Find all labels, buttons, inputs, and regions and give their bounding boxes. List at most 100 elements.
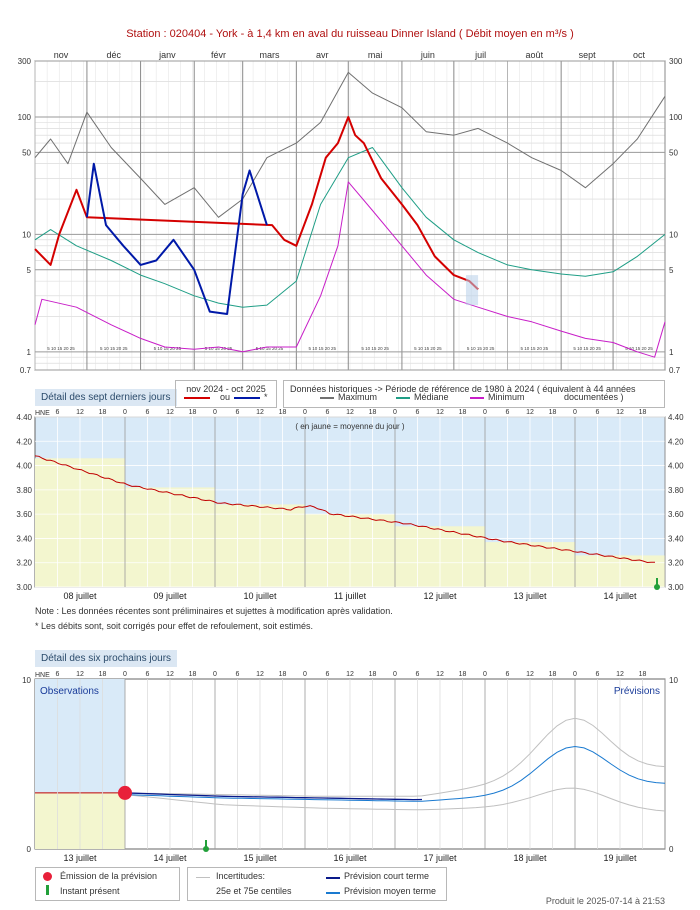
mid-y-tick-label-left: 3.40: [16, 534, 32, 543]
bot-upper-centile-line: [124, 717, 666, 797]
top-month-label: janv: [158, 50, 176, 60]
top-last-week-highlight: [465, 275, 479, 306]
bot-hour-label: 18: [369, 671, 377, 678]
bot-day-label: 13 juillet: [63, 853, 97, 863]
legend-min-label: Minimum: [488, 392, 525, 402]
mid-hne-label: HNE: [35, 410, 50, 417]
moyen-line: [326, 892, 340, 894]
mid-hour-label: 12: [256, 409, 264, 416]
legend-centiles-label: 25e et 75e centiles: [216, 886, 292, 896]
bot-hour-label: 12: [526, 671, 534, 678]
bot-court-terme-line: [124, 792, 423, 801]
legend-period-label: nov 2024 - oct 2025: [186, 384, 266, 394]
mid-hour-label: 6: [506, 409, 510, 416]
bot-y-top-right: 10: [669, 676, 678, 685]
top-y-tick-label-left: 5: [27, 266, 32, 275]
mid-day-label: 10 juillet: [243, 591, 277, 601]
top-month-label: août: [526, 50, 544, 60]
bot-hour-label: 12: [256, 671, 264, 678]
series-line-ou: [85, 162, 268, 315]
top-y-tick-label-left: 1: [27, 348, 32, 357]
bot-day-label: 14 juillet: [153, 853, 187, 863]
mid-day-label: 08 juillet: [63, 591, 97, 601]
top-day-ticks-label: 5 10 15 20 25: [573, 346, 601, 351]
top-y-tick-label-left: 0.7: [20, 366, 32, 375]
panel-label-six-days: Détail des six prochains jours: [35, 650, 178, 667]
bot-emission-dot: [118, 785, 132, 800]
bot-hour-label: 18: [459, 671, 467, 678]
bot-hne-label: HNE: [35, 672, 50, 679]
mid-day-label: 11 juillet: [334, 591, 367, 601]
mid-hour-label: 18: [459, 409, 467, 416]
mid-day-label: 12 juillet: [423, 591, 457, 601]
mid-hour-label: 12: [616, 409, 624, 416]
bot-hour-label: 6: [56, 671, 60, 678]
bot-instant-dot: [203, 846, 209, 852]
mid-hour-label: 6: [56, 409, 60, 416]
top-y-tick-label-left: 300: [18, 57, 32, 66]
top-y-tick-label-right: 5: [669, 266, 674, 275]
mid-hour-label: 6: [416, 409, 420, 416]
legend-current-period: nov 2024 - oct 2025 ou *: [175, 380, 277, 408]
top-y-tick-label-right: 1: [669, 348, 674, 357]
note-corrected: * Les débits sont, soit corrigés pour ef…: [35, 621, 313, 631]
bot-hour-label: 6: [416, 671, 420, 678]
mid-hour-label: 6: [146, 409, 150, 416]
top-chart: 300 300 100 100 50 50 10 10 5 5 1 1 0.7 0.7 nov 5 10 15…: [18, 50, 683, 375]
legend-med-line: [396, 397, 410, 399]
top-month-label: mai: [368, 50, 383, 60]
mid-y-tick-label-left: 4.20: [16, 437, 32, 446]
chart-title: Station : 020404 - York - à 1,4 km en av…: [126, 28, 574, 40]
bot-hour-label: 18: [189, 671, 197, 678]
bot-y-bottom-right: 0: [669, 845, 674, 854]
legend-instant-label: Instant présent: [60, 886, 120, 896]
legend-forecast: Incertitudes: 25e et 75e centiles Prévis…: [187, 867, 447, 901]
middle-chart: 4.40 4.40 4.20 4.20 4.00 4.00 3.80 3.80 3.60 3.60…: [16, 409, 684, 601]
top-y-tick-label-right: 100: [669, 113, 683, 122]
court-line: [326, 877, 340, 879]
top-month-label: déc: [106, 50, 121, 60]
legend-court-label: Prévision court terme: [344, 871, 430, 881]
legend-moyen-label: Prévision moyen terme: [344, 886, 437, 896]
mid-y-tick-label-left: 3.20: [16, 559, 32, 568]
mid-hour-label: 6: [326, 409, 330, 416]
bot-hour-label: 12: [166, 671, 174, 678]
series-line-m-diane: [34, 147, 666, 308]
mid-hour-label: 0: [303, 409, 307, 416]
mid-y-tick-label-left: 4.00: [16, 462, 32, 471]
bot-hour-label: 18: [549, 671, 557, 678]
bottom-chart: HNE 6 12 18 0 13 juillet 6 12 18 0 14 juillet 6 12 18…: [22, 671, 678, 863]
top-y-tick-label-left: 100: [18, 113, 32, 122]
bot-hour-label: 18: [99, 671, 107, 678]
bot-hour-label: 0: [393, 671, 397, 678]
top-y-tick-label-right: 50: [669, 148, 678, 157]
mid-hour-label: 12: [346, 409, 354, 416]
bot-hour-label: 0: [213, 671, 217, 678]
top-day-ticks-label: 5 10 15 20 25: [256, 346, 284, 351]
bot-day-label: 19 juillet: [603, 853, 637, 863]
legend-min-line: [470, 397, 484, 399]
legend-incert-label: Incertitudes:: [216, 871, 266, 881]
bot-hour-label: 0: [573, 671, 577, 678]
bot-hour-label: 0: [483, 671, 487, 678]
legend-emission-label: Émission de la prévision: [60, 871, 158, 881]
mid-y-tick-label-left: 3.60: [16, 510, 32, 519]
legend-red-line: [184, 397, 210, 399]
top-day-ticks-label: 5 10 15 20 25: [100, 346, 128, 351]
mid-day-label: 09 juillet: [153, 591, 187, 601]
mid-y-tick-label-right: 3.40: [668, 534, 684, 543]
mid-y-tick-label-right: 3.00: [668, 583, 684, 592]
bot-hour-label: 6: [146, 671, 150, 678]
mid-hour-label: 12: [76, 409, 84, 416]
bot-hour-label: 6: [326, 671, 330, 678]
top-day-ticks-label: 5 10 15 20 25: [467, 346, 495, 351]
legend-max-label: Maximum: [338, 392, 378, 402]
mid-y-tick-label-right: 4.00: [668, 462, 684, 471]
legend-blue-line: [234, 397, 260, 399]
top-day-ticks-label: 5 10 15 20 25: [309, 346, 337, 351]
bot-hour-label: 6: [236, 671, 240, 678]
mid-y-tick-label-right: 3.20: [668, 559, 684, 568]
bot-hour-label: 12: [616, 671, 624, 678]
mid-hour-label: 18: [639, 409, 647, 416]
incert-line: [196, 877, 210, 878]
